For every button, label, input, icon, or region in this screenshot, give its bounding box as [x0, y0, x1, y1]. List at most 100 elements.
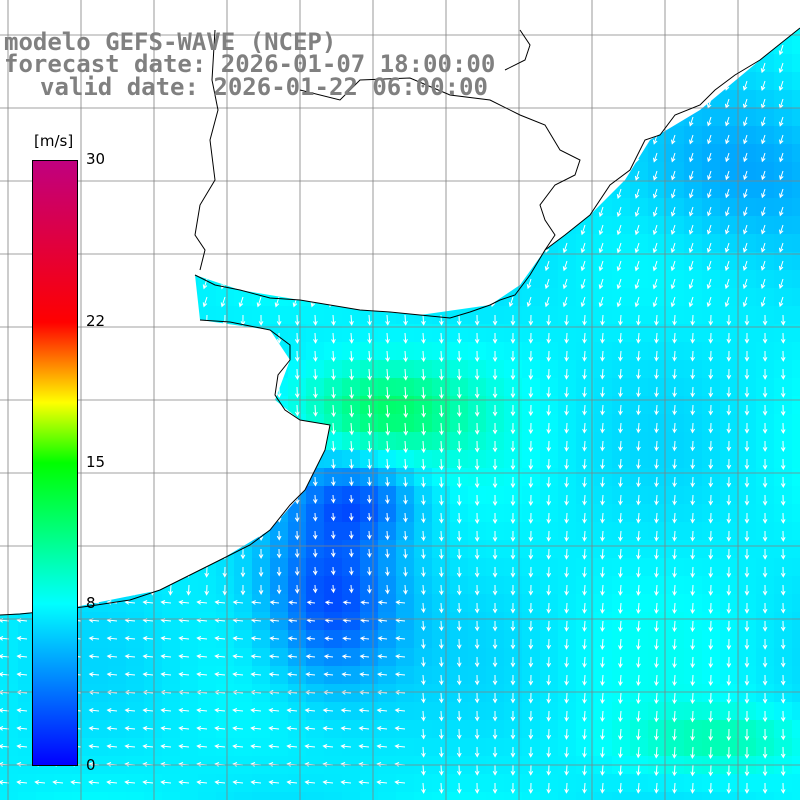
wind-vector-arrow: [276, 332, 282, 344]
coastline: [0, 27, 800, 616]
wind-vector-arrow: [124, 744, 136, 749]
wind-vector-arrow: [528, 512, 534, 524]
wind-vector-arrow: [761, 188, 766, 199]
wind-vector-arrow: [634, 260, 640, 272]
wind-vector-arrow: [510, 422, 516, 435]
wind-vector-arrow: [421, 476, 426, 488]
wind-vector-arrow: [312, 494, 318, 504]
wind-vector-arrow: [403, 548, 408, 559]
wind-vector-arrow: [546, 422, 552, 434]
wind-cell: [324, 594, 343, 613]
wind-cell: [126, 612, 145, 631]
wind-cell: [36, 774, 55, 793]
wind-cell: [270, 792, 289, 800]
wind-vector-arrow: [304, 726, 316, 731]
wind-vector-arrow: [106, 780, 118, 785]
wind-vector-arrow: [744, 746, 750, 759]
wind-vector-arrow: [359, 672, 370, 677]
wind-vector-arrow: [778, 260, 784, 271]
wind-cell: [198, 792, 217, 800]
wind-vector-arrow: [510, 602, 516, 614]
wind-vector-arrow: [636, 602, 641, 615]
wind-vector-arrow: [492, 386, 498, 399]
wind-vector-arrow: [708, 440, 714, 452]
wind-vector-arrow: [106, 654, 118, 659]
wind-vector-arrow: [106, 672, 118, 677]
wind-vector-arrow: [544, 296, 550, 308]
wind-cell: [342, 612, 361, 631]
wind-cell: [378, 594, 397, 613]
wind-vector-arrow: [726, 584, 732, 596]
wind-vector-arrow: [618, 764, 623, 776]
wind-vector-arrow: [348, 530, 354, 540]
wind-vector-arrow: [654, 332, 659, 344]
wind-vector-arrow: [780, 638, 786, 650]
wind-vector-arrow: [618, 710, 623, 723]
wind-vector-arrow: [562, 260, 568, 272]
wind-vector-arrow: [474, 494, 480, 507]
wind-vector-arrow: [214, 600, 226, 605]
wind-vector-arrow: [634, 206, 640, 218]
wind-vector-arrow: [492, 476, 498, 489]
wind-vector-arrow: [690, 620, 695, 633]
wind-vector-arrow: [600, 422, 605, 434]
wind-vector-arrow: [600, 566, 605, 578]
wind-vector-arrow: [268, 726, 280, 731]
wind-vector-arrow: [762, 566, 768, 578]
wind-vector-arrow: [742, 80, 748, 91]
wind-vector-arrow: [403, 422, 408, 436]
wind-vector-arrow: [456, 314, 462, 326]
wind-vector-arrow: [492, 422, 498, 435]
wind-vector-arrow: [474, 548, 480, 560]
wind-vector-arrow: [294, 512, 300, 523]
wind-vector-arrow: [528, 494, 534, 506]
wind-cell: [522, 792, 541, 800]
wind-cell: [792, 216, 800, 235]
wind-vector-arrow: [340, 726, 352, 731]
wind-cell: [216, 684, 235, 703]
wind-vector-arrow: [88, 744, 100, 749]
wind-vector-arrow: [88, 654, 100, 659]
wind-cell: [252, 630, 271, 649]
wind-cell: [792, 270, 800, 289]
wind-vector-arrow: [780, 584, 786, 596]
wind-vector-arrow: [258, 314, 264, 326]
wind-vector-arrow: [744, 548, 750, 560]
wind-cell: [324, 702, 343, 721]
wind-cell: [792, 126, 800, 145]
wind-vector-arrow: [689, 134, 694, 145]
wind-vector-arrow: [474, 602, 480, 614]
wind-vector-arrow: [762, 584, 768, 596]
wind-cell: [270, 684, 289, 703]
wind-vector-arrow: [779, 206, 784, 217]
wind-cell: [792, 684, 800, 703]
wind-vector-arrow: [474, 746, 480, 758]
wind-vector-arrow: [528, 764, 534, 776]
wind-cell: [252, 612, 271, 631]
wind-vector-arrow: [634, 296, 640, 308]
wind-vector-arrow: [367, 458, 372, 470]
wind-vector-arrow: [618, 692, 623, 705]
wind-cell: [792, 450, 800, 469]
wind-vector-arrow: [600, 332, 605, 344]
wind-vector-arrow: [636, 566, 641, 578]
wind-cell: [342, 666, 361, 685]
wind-vector-arrow: [670, 242, 676, 254]
wind-vector-arrow: [403, 530, 408, 541]
wind-vector-arrow: [421, 728, 426, 740]
wind-vector-arrow: [385, 404, 391, 419]
wind-vector-arrow: [762, 530, 768, 542]
wind-cell: [396, 612, 415, 631]
wind-vector-arrow: [564, 530, 569, 542]
wind-vector-arrow: [474, 710, 480, 722]
wind-vector-arrow: [421, 332, 426, 344]
wind-vector-arrow: [528, 710, 534, 722]
wind-vector-arrow: [582, 422, 587, 434]
wind-cell: [360, 612, 379, 631]
wind-vector-arrow: [654, 620, 659, 633]
wind-cell: [288, 738, 307, 757]
wind-vector-arrow: [636, 314, 641, 326]
wind-vector-arrow: [546, 782, 552, 794]
wind-vector-arrow: [546, 512, 552, 524]
wind-vector-arrow: [214, 654, 226, 659]
